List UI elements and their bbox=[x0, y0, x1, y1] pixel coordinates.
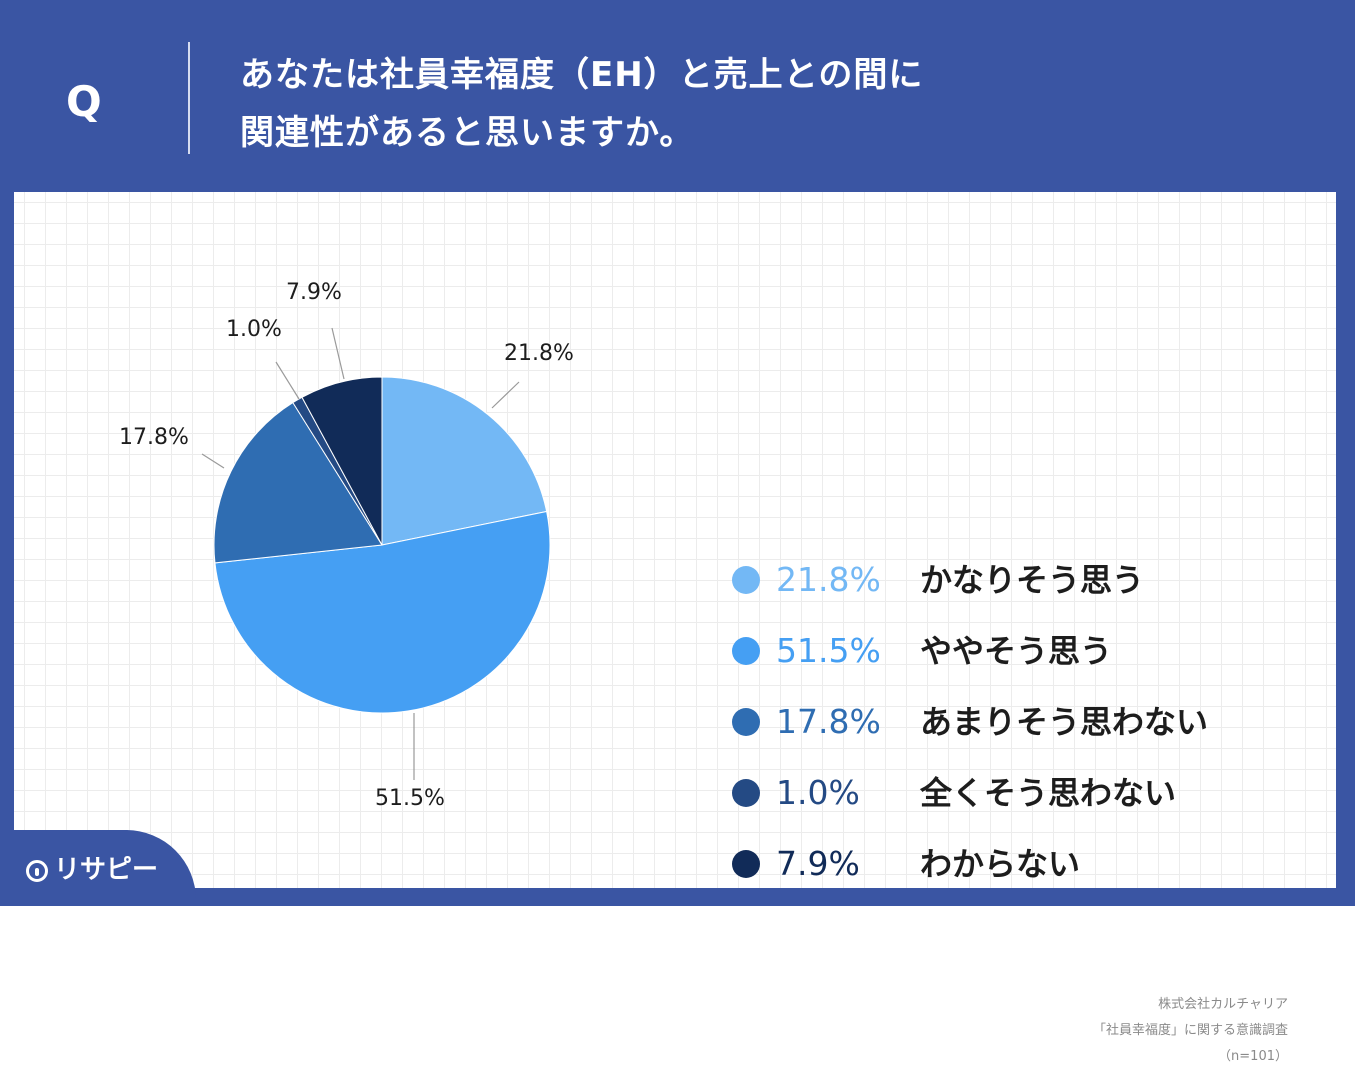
legend-item-2: 51.5% ややそう思う bbox=[732, 620, 1292, 680]
leader-line-1 bbox=[491, 381, 520, 409]
pie-chart: 21.8% 51.5% 17.8% 1.0%7.9% bbox=[119, 280, 574, 811]
legend-label-5: わからない bbox=[920, 845, 1081, 883]
header-divider bbox=[188, 42, 190, 154]
brand-logo: リサピー bbox=[0, 830, 196, 906]
leader-line-3 bbox=[201, 453, 225, 469]
legend-label-1: かなりそう思う bbox=[920, 561, 1145, 599]
legend-swatch-2 bbox=[732, 637, 760, 665]
pie-data-label-3: 17.8% bbox=[119, 425, 189, 450]
legend-item-5: 7.9% わからない bbox=[732, 833, 1292, 893]
pie-data-label-1: 21.8% bbox=[504, 341, 574, 366]
pie-slice-5 bbox=[301, 376, 383, 546]
legend-label-4: 全くそう思わない bbox=[920, 774, 1177, 812]
legend-percent-2: 51.5% bbox=[776, 631, 881, 670]
legend-label-2: ややそう思う bbox=[920, 632, 1113, 670]
legend-swatch-4 bbox=[732, 779, 760, 807]
pie-slice-3 bbox=[213, 401, 383, 564]
legend-item-3: 17.8% あまりそう思わない bbox=[732, 691, 1292, 751]
credit-company: 株式会社カルチャリア bbox=[1158, 997, 1288, 1012]
legend-label-3: あまりそう思わない bbox=[920, 703, 1209, 741]
question-marker: Q bbox=[66, 77, 102, 126]
pie-slice-2 bbox=[214, 510, 551, 714]
question-line-1: あなたは社員幸福度（EH）と売上との間に bbox=[240, 55, 924, 95]
leader-line-5 bbox=[331, 327, 345, 380]
credit-survey: 「社員幸福度」に関する意識調査 bbox=[1092, 1023, 1288, 1038]
question-line-2: 関連性があると思いますか。 bbox=[240, 113, 695, 153]
pie-data-label-2: 51.5% bbox=[375, 786, 445, 811]
legend-percent-3: 17.8% bbox=[776, 702, 881, 741]
legend-percent-4: 1.0% bbox=[776, 773, 860, 812]
legend-swatch-1 bbox=[732, 566, 760, 594]
pin-icon bbox=[26, 860, 48, 882]
brand-name: リサピー bbox=[54, 855, 159, 885]
pie-slice-1 bbox=[381, 376, 548, 546]
source-credit: 株式会社カルチャリア 「社員幸福度」に関する意識調査 （n=101） bbox=[1093, 992, 1288, 1070]
legend-item-1: 21.8% かなりそう思う bbox=[732, 549, 1292, 609]
question-text: あなたは社員幸福度（EH）と売上との間に 関連性があると思いますか。 bbox=[240, 46, 923, 162]
credit-sample-size: （n=101） bbox=[1218, 1049, 1288, 1064]
legend-swatch-5 bbox=[732, 850, 760, 878]
chart-panel: 21.8% 51.5% 17.8% 1.0% 7.9% 21.8% かなりそう思う 51.5… bbox=[14, 192, 1336, 1064]
legend-percent-1: 21.8% bbox=[776, 560, 881, 599]
pie-data-label-4: 1.0% bbox=[226, 317, 282, 342]
pie-data-label-5: 7.9% bbox=[286, 280, 342, 305]
legend-item-4: 1.0% 全くそう思わない bbox=[732, 762, 1292, 822]
legend-swatch-3 bbox=[732, 708, 760, 736]
legend-percent-5: 7.9% bbox=[776, 844, 860, 883]
leader-line-4 bbox=[275, 361, 300, 400]
